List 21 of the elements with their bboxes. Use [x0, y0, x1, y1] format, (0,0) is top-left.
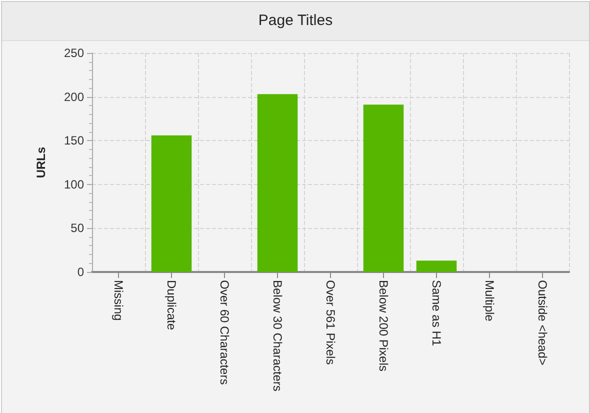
x-tick-label: Duplicate [164, 280, 178, 330]
x-tick-label: Missing [112, 280, 126, 321]
x-tick-label: Multiple [482, 280, 496, 322]
y-axis-title: URLs [34, 146, 48, 178]
x-tick-label: Same as H1 [430, 280, 444, 346]
bar [363, 104, 404, 272]
bar [151, 135, 192, 272]
x-tick-label: Outside <head> [536, 280, 550, 366]
y-tick-label: 200 [64, 90, 84, 104]
x-tick-label: Over 60 Characters [218, 280, 232, 385]
chart-title: Page Titles [2, 2, 589, 41]
y-tick-label: 150 [64, 134, 84, 148]
y-tick-label: 100 [64, 177, 84, 192]
y-tick-label: 250 [64, 46, 84, 60]
y-tick-label: 0 [77, 265, 84, 279]
bar [257, 94, 298, 272]
x-tick-label: Below 30 Characters [270, 280, 284, 392]
y-tick-label: 50 [70, 221, 84, 236]
x-tick-label: Over 561 Pixels [324, 280, 338, 365]
x-tick-label: Below 200 Pixels [376, 280, 390, 372]
bar [416, 260, 457, 272]
